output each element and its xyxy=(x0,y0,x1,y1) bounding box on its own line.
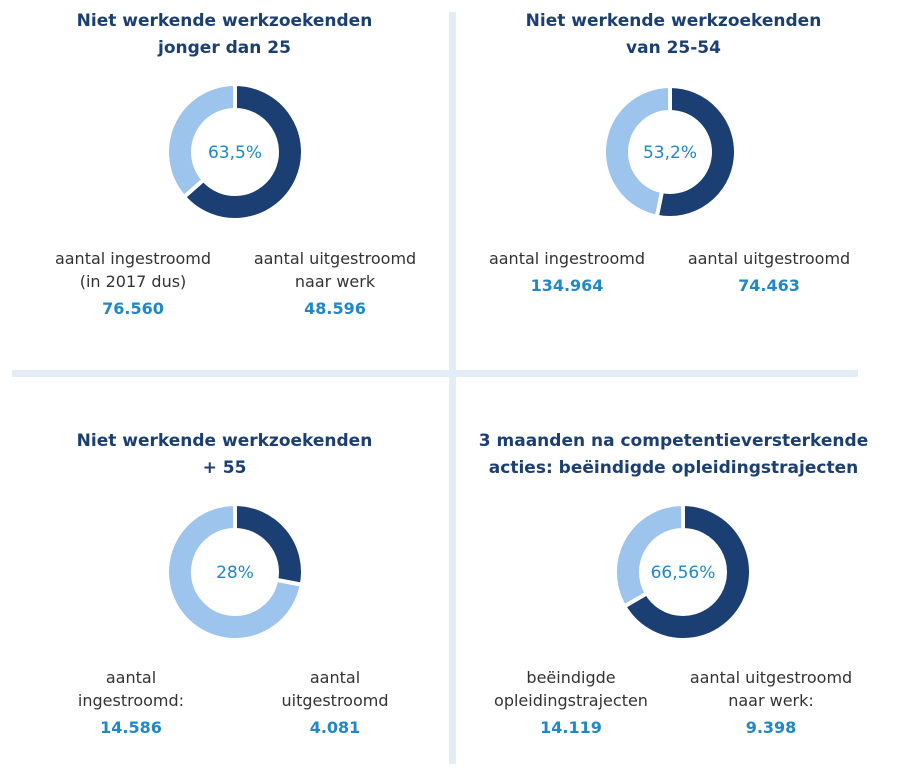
chart-title-line: van 25-54 xyxy=(626,38,721,58)
chart-title-line: jonger dan 25 xyxy=(158,38,291,58)
stat-uitgestroomd: aantal uitgestroomd 74.463 xyxy=(669,247,869,297)
horizontal-divider xyxy=(12,370,858,377)
stat-value: 14.119 xyxy=(540,718,602,737)
chart-title-line: 3 maanden na competentieversterkende xyxy=(478,431,869,451)
vertical-divider xyxy=(449,12,456,764)
chart-title-line: Niet werkende werkzoekenden xyxy=(76,11,373,31)
stat-uitgestroomd: aantal uitgestroomd naar werk 48.596 xyxy=(235,247,435,320)
chart-title: Niet werkende werkzoekenden jonger dan 2… xyxy=(0,8,449,62)
stat-label: ingestroomd: xyxy=(77,691,185,710)
donut-slice-value xyxy=(181,84,303,220)
donut-chart xyxy=(615,504,751,640)
donut-slice-value xyxy=(621,504,751,640)
stat-value: 48.596 xyxy=(304,299,366,318)
donut-chart xyxy=(167,504,303,640)
chart-title: Niet werkende werkzoekenden + 55 xyxy=(0,428,449,482)
donut-slice-remainder xyxy=(604,86,672,218)
stat-value: 4.081 xyxy=(309,718,361,737)
stat-uitgestroomd: aantal uitgestroomd 4.081 xyxy=(235,666,435,739)
stat-value: 74.463 xyxy=(738,276,800,295)
stat-label: aantal ingestroomd xyxy=(54,249,212,268)
donut-slice-remainder xyxy=(167,84,237,200)
stat-label: aantal uitgestroomd xyxy=(253,249,417,268)
panel-25-54: Niet werkende werkzoekenden van 25-54 53… xyxy=(449,0,898,384)
stat-value: 76.560 xyxy=(102,299,164,318)
stat-label: aantal uitgestroomd xyxy=(687,249,851,268)
chart-title: 3 maanden na competentieversterkende act… xyxy=(449,428,898,482)
stat-label: aantal xyxy=(309,668,361,687)
donut-slice-remainder xyxy=(167,504,303,640)
panel-opleidingstrajecten: 3 maanden na competentieversterkende act… xyxy=(449,384,898,768)
stat-label: aantal uitgestroomd xyxy=(689,668,853,687)
stat-label: aantal ingestroomd xyxy=(488,249,646,268)
stat-label: naar werk xyxy=(294,272,376,291)
stat-ingestroomd: aantal ingestroomd 134.964 xyxy=(467,247,667,297)
stat-opleidingstrajecten: beëindigde opleidingstrajecten 14.119 xyxy=(471,666,671,739)
stat-label: aantal xyxy=(105,668,157,687)
panel-55-plus: Niet werkende werkzoekenden + 55 28% aan… xyxy=(0,384,449,768)
donut-slice-value xyxy=(654,86,736,218)
stat-label: (in 2017 dus) xyxy=(79,272,187,291)
chart-title-line: acties: beëindigde opleidingstrajecten xyxy=(488,458,859,478)
panel-under-25: Niet werkende werkzoekenden jonger dan 2… xyxy=(0,0,449,384)
donut-slice-remainder xyxy=(615,504,685,610)
stat-label: naar werk: xyxy=(728,691,814,710)
stat-label: uitgestroomd xyxy=(281,691,389,710)
stat-value: 134.964 xyxy=(530,276,604,295)
donut-center-label: 28% xyxy=(216,563,254,583)
chart-title-line: Niet werkende werkzoekenden xyxy=(525,11,822,31)
donut-center-label: 53,2% xyxy=(642,143,697,163)
stat-ingestroomd: aantal ingestroomd: 14.586 xyxy=(31,666,231,739)
donut-center-label: 66,56% xyxy=(650,563,716,583)
stat-value: 9.398 xyxy=(745,718,797,737)
chart-title: Niet werkende werkzoekenden van 25-54 xyxy=(449,8,898,62)
chart-title-line: + 55 xyxy=(202,458,247,478)
donut-chart xyxy=(604,86,736,218)
stat-label: beëindigde xyxy=(526,668,616,687)
stat-label: opleidingstrajecten xyxy=(494,691,648,710)
chart-title-line: Niet werkende werkzoekenden xyxy=(76,431,373,451)
stat-uitgestroomd: aantal uitgestroomd naar werk: 9.398 xyxy=(671,666,871,739)
stat-value: 14.586 xyxy=(100,718,162,737)
donut-chart xyxy=(167,84,303,220)
donut-center-label: 63,5% xyxy=(207,143,262,163)
stat-ingestroomd: aantal ingestroomd (in 2017 dus) 76.560 xyxy=(33,247,233,320)
